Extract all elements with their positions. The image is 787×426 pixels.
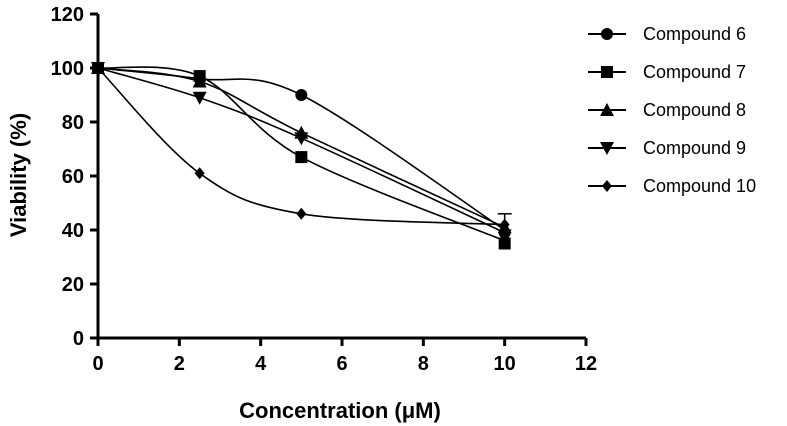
legend-marker xyxy=(600,103,614,116)
y-tick-label: 60 xyxy=(62,166,84,188)
data-point xyxy=(192,74,207,88)
legend-label: Compound 7 xyxy=(643,62,746,82)
y-tick-label: 80 xyxy=(62,112,84,134)
y-tick-label: 20 xyxy=(62,274,84,296)
x-tick-label: 8 xyxy=(418,353,429,375)
legend-marker xyxy=(600,142,614,155)
legend-label: Compound 6 xyxy=(643,24,746,44)
data-point xyxy=(295,151,308,164)
legend-marker xyxy=(601,66,613,78)
x-axis-title: Concentration (μM) xyxy=(239,398,441,423)
legend-marker xyxy=(601,28,613,40)
data-point xyxy=(498,237,511,250)
legend-label: Compound 9 xyxy=(643,138,746,158)
x-tick-label: 4 xyxy=(255,353,267,375)
legend-label: Compound 8 xyxy=(643,100,746,120)
legend: Compound 6 Compound 7 Compound 8 Compound 9… xyxy=(588,24,756,196)
legend-marker xyxy=(602,180,612,192)
fit-curve xyxy=(97,67,506,229)
y-tick-label: 120 xyxy=(51,4,84,26)
data-point xyxy=(192,91,207,105)
x-tick-label: 0 xyxy=(92,353,103,375)
y-tick-label: 0 xyxy=(73,328,84,350)
x-tick-label: 12 xyxy=(575,353,597,375)
fit-curve xyxy=(97,67,505,226)
x-tick-label: 2 xyxy=(174,353,185,375)
legend-label: Compound 10 xyxy=(643,176,756,196)
y-tick-label: 40 xyxy=(62,220,84,242)
data-point xyxy=(294,132,309,146)
fit-curve xyxy=(97,67,506,231)
data-points xyxy=(91,61,512,250)
y-tick-label: 100 xyxy=(51,58,84,80)
data-point xyxy=(296,207,307,220)
data-point xyxy=(295,89,308,101)
data-point xyxy=(499,218,510,231)
fit-curve xyxy=(97,66,505,242)
data-point xyxy=(194,167,205,180)
fit-curves xyxy=(97,66,506,242)
y-axis-title: Viability (%) xyxy=(6,113,31,237)
x-tick-label: 10 xyxy=(494,353,516,375)
data-point xyxy=(497,229,512,243)
fit-curve xyxy=(97,67,506,234)
x-tick-label: 6 xyxy=(336,353,347,375)
